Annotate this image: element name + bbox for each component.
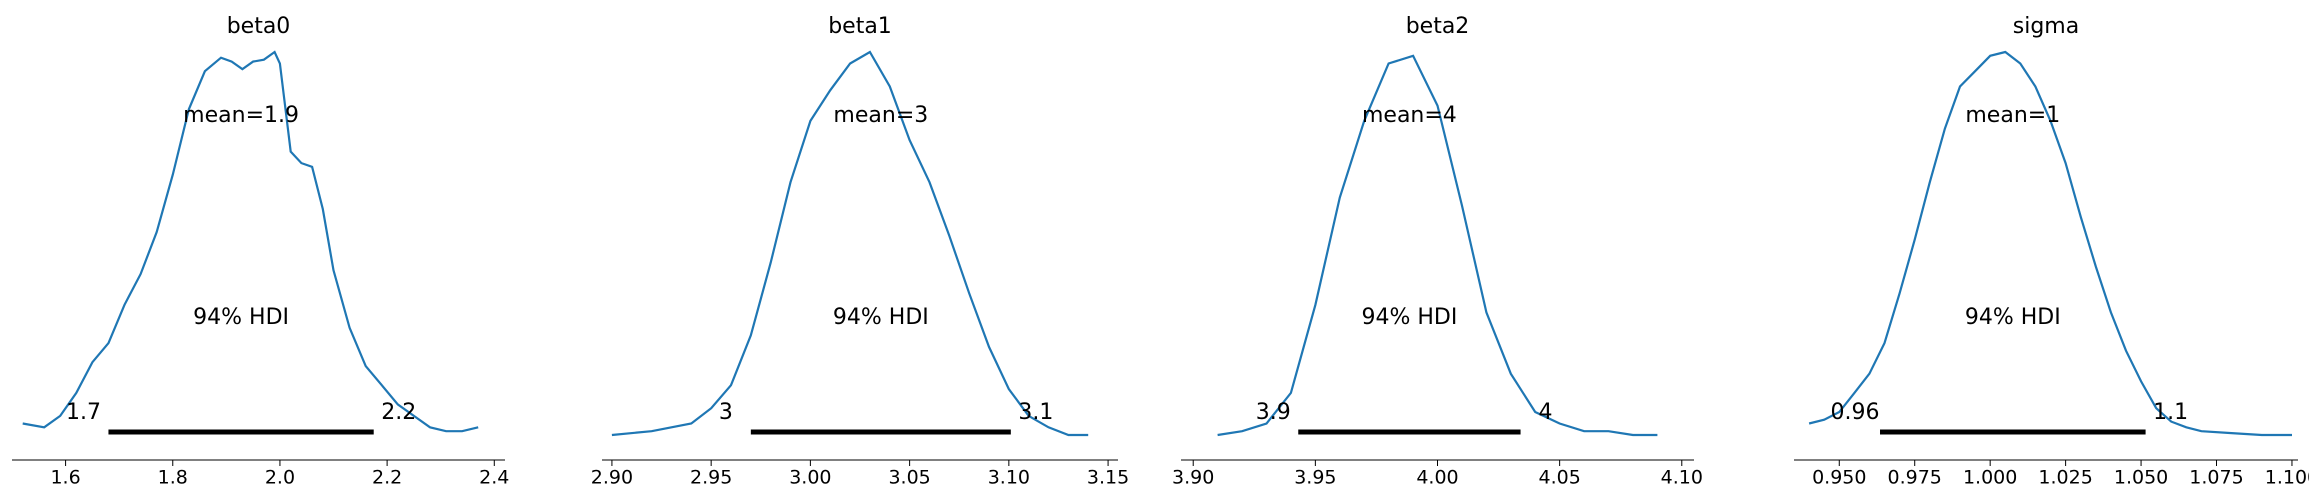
- mean-label: mean=3: [833, 103, 928, 128]
- density-curve: [22, 50, 479, 433]
- hdi-label: 94% HDI: [1361, 305, 1457, 330]
- density-curve: [1808, 50, 2292, 437]
- x-tick-label: 1.6: [50, 467, 80, 489]
- mean-label: mean=1: [1965, 103, 2060, 128]
- mean-label: mean=4: [1362, 103, 1457, 128]
- x-tick-label: 1.8: [158, 467, 188, 489]
- x-tick-label: 1.100: [2265, 467, 2309, 489]
- x-tick-label: 3.10: [988, 467, 1030, 489]
- hdi-label: 94% HDI: [193, 305, 289, 330]
- hdi-low-label: 1.7: [66, 400, 101, 425]
- subplot-title: beta0: [227, 14, 291, 39]
- x-tick-label: 3.15: [1087, 467, 1129, 489]
- x-tick-label: 1.025: [2038, 467, 2092, 489]
- subplot-beta1: beta1 2.90 2.95 3.00 3.05 3.10 3.15 mean=3 94% H…: [591, 14, 1129, 489]
- x-tick-label: 1.000: [1963, 467, 2017, 489]
- x-tick-label: 4.00: [1416, 467, 1458, 489]
- x-tick-label: 2.2: [372, 467, 402, 489]
- x-tick-label: 0.975: [1888, 467, 1942, 489]
- mean-label: mean=1.9: [183, 103, 299, 128]
- x-tick-label: 3.90: [1172, 467, 1214, 489]
- hdi-high-label: 1.1: [2153, 400, 2188, 425]
- x-tick-label: 3.95: [1294, 467, 1336, 489]
- subplot-title: beta1: [828, 14, 892, 39]
- hdi-label: 94% HDI: [833, 305, 929, 330]
- x-tick-label: 2.90: [591, 467, 633, 489]
- x-tick-label: 2.4: [479, 467, 509, 489]
- x-tick-label: 3.00: [789, 467, 831, 489]
- subplot-title: sigma: [2013, 14, 2079, 39]
- hdi-low-label: 0.96: [1831, 400, 1880, 425]
- x-tick-label: 2.0: [265, 467, 295, 489]
- x-tick-label: 3.05: [888, 467, 930, 489]
- density-curve: [1217, 54, 1658, 437]
- subplot-beta2: beta2 3.90 3.95 4.00 4.05 4.10 mean=4 94% HDI 3.…: [1172, 14, 1703, 489]
- hdi-label: 94% HDI: [1965, 305, 2061, 330]
- x-tick-label: 4.05: [1538, 467, 1580, 489]
- x-tick-label: 1.050: [2114, 467, 2168, 489]
- hdi-low-label: 3.9: [1256, 400, 1291, 425]
- hdi-high-label: 2.2: [381, 400, 416, 425]
- subplot-title: beta2: [1406, 14, 1470, 39]
- subplot-beta0: beta0 1.6 1.8 2.0 2.2 2.4 mean=1.9 94% HDI 1.7 2.…: [12, 14, 509, 489]
- x-tick-label: 2.95: [690, 467, 732, 489]
- hdi-high-label: 4: [1539, 400, 1553, 425]
- density-curve: [611, 50, 1089, 437]
- hdi-high-label: 3.1: [1018, 400, 1053, 425]
- hdi-low-label: 3: [719, 400, 733, 425]
- subplot-sigma: sigma 0.950 0.975 1.000 1.025 1.050 1.075 1.100…: [1794, 14, 2309, 489]
- x-tick-label: 4.10: [1661, 467, 1703, 489]
- x-tick-label: 0.950: [1812, 467, 1866, 489]
- x-tick-label: 1.075: [2189, 467, 2243, 489]
